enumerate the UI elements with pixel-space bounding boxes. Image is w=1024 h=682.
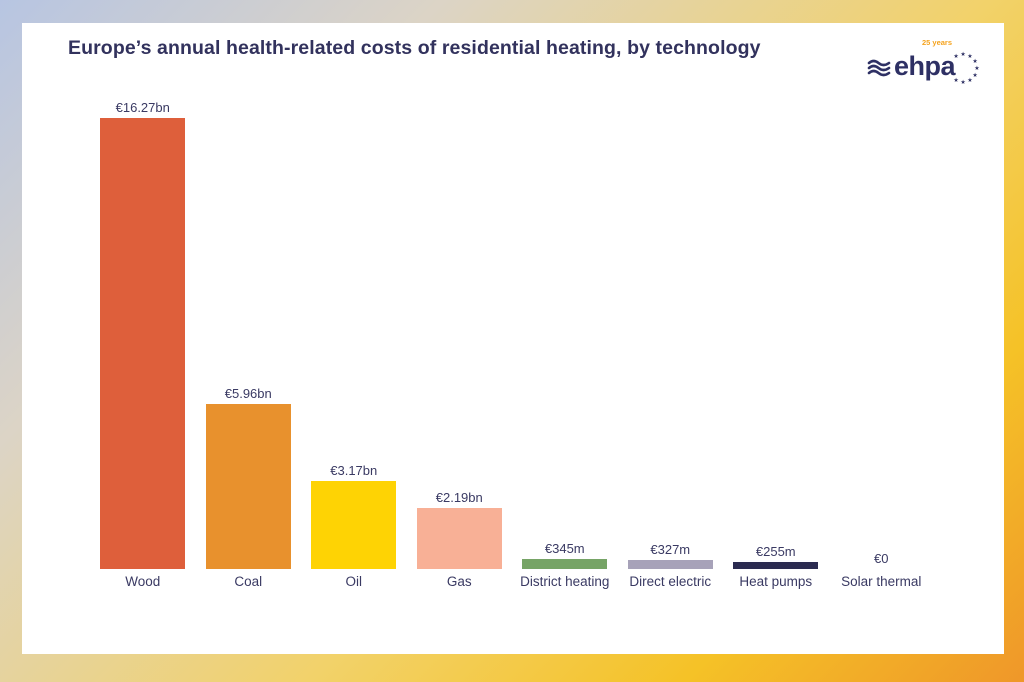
svg-text:★: ★ bbox=[960, 51, 965, 58]
svg-text:★: ★ bbox=[972, 72, 977, 79]
category-label: Wood bbox=[125, 574, 161, 589]
bar-value-label: €255m bbox=[755, 543, 796, 559]
bar-value-label: €5.96bn bbox=[224, 385, 272, 401]
waves-icon bbox=[867, 59, 891, 77]
bar bbox=[311, 481, 397, 569]
svg-text:★: ★ bbox=[974, 65, 979, 72]
category-labels-row: Wood Coal Oil Gas District heating Direct ele… bbox=[90, 574, 934, 589]
bar bbox=[627, 559, 713, 569]
bar-column-oil: €3.17bn bbox=[301, 463, 407, 569]
bar bbox=[100, 118, 186, 569]
svg-text:★: ★ bbox=[967, 53, 972, 60]
bar-value-label: €345m bbox=[544, 541, 585, 557]
bars-area: €16.27bn €5.96bn €3.17bn €2.19bn €345m €327m €… bbox=[90, 94, 934, 569]
bar-column-solar-thermal: €0 bbox=[829, 551, 935, 569]
bar bbox=[416, 508, 502, 569]
bar-column-coal: €5.96bn bbox=[196, 386, 302, 569]
category-label: Coal bbox=[234, 574, 263, 589]
bar bbox=[733, 561, 819, 569]
bar-column-district-heating: €345m bbox=[512, 541, 618, 569]
bar-column-wood: €16.27bn bbox=[90, 100, 196, 569]
svg-text:★: ★ bbox=[953, 77, 958, 84]
svg-text:★: ★ bbox=[953, 53, 958, 60]
bar-column-heat-pumps: €255m bbox=[723, 544, 829, 569]
category-label: Gas bbox=[446, 574, 472, 589]
svg-text:★: ★ bbox=[960, 79, 965, 86]
eu-stars-wrap: 25 years ★ ★ ★ ★ ★ ★ ★ ★ ★ bbox=[922, 38, 980, 87]
category-label: Direct electric bbox=[629, 574, 712, 589]
bar-value-label: €0 bbox=[874, 551, 889, 566]
category-label: Oil bbox=[345, 574, 363, 589]
bar-value-label: €16.27bn bbox=[115, 100, 170, 115]
category-label: District heating bbox=[520, 574, 610, 589]
bar-chart: €16.27bn €5.96bn €3.17bn €2.19bn €345m €327m €… bbox=[90, 94, 934, 589]
bar-column-gas: €2.19bn bbox=[407, 490, 513, 569]
chart-title: Europe’s annual health-related costs of … bbox=[68, 37, 761, 59]
bar bbox=[522, 559, 608, 569]
logo-25-years-badge: 25 years bbox=[921, 38, 952, 47]
bar bbox=[205, 403, 291, 569]
category-label: Heat pumps bbox=[739, 574, 813, 589]
chart-card: Europe’s annual health-related costs of … bbox=[22, 23, 1004, 654]
bar-value-label: €3.17bn bbox=[330, 463, 378, 479]
bar-value-label: €327m bbox=[650, 541, 691, 557]
bar-value-label: €2.19bn bbox=[435, 490, 483, 506]
svg-text:★: ★ bbox=[967, 77, 972, 84]
eu-stars-icon: ★ ★ ★ ★ ★ ★ ★ ★ ★ bbox=[953, 51, 979, 86]
category-label: Solar thermal bbox=[841, 574, 922, 589]
bar-column-direct-electric: €327m bbox=[618, 542, 724, 569]
ehpa-logo-text: ehpa bbox=[893, 50, 956, 81]
ehpa-logo: ehpa 25 years ★ ★ ★ ★ ★ ★ ★ ★ ★ bbox=[867, 38, 980, 87]
svg-text:★: ★ bbox=[972, 58, 977, 65]
